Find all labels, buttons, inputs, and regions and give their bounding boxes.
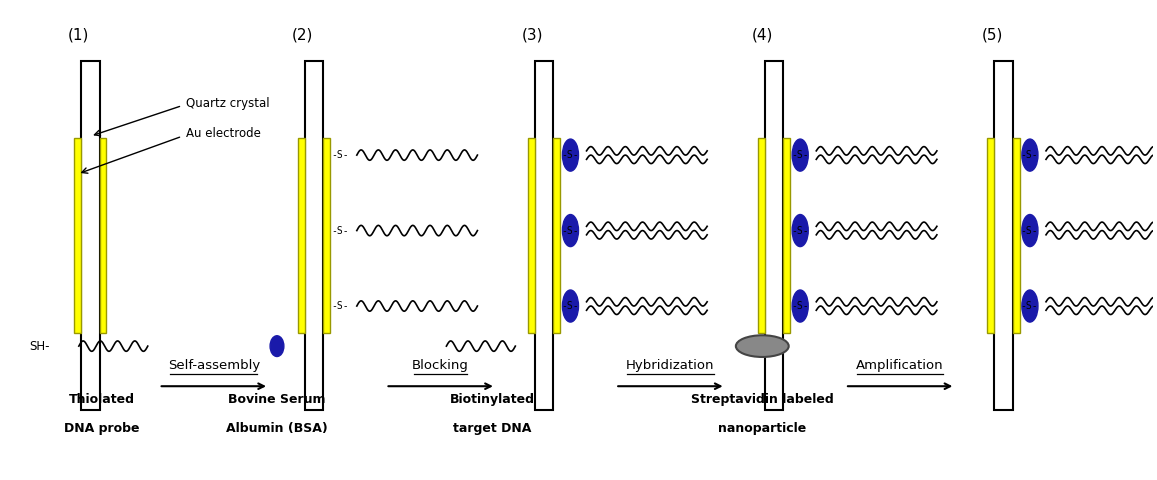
Bar: [535, 61, 553, 410]
Text: (5): (5): [981, 27, 1003, 42]
Text: (2): (2): [292, 27, 314, 42]
Text: Au electrode: Au electrode: [185, 127, 260, 140]
Bar: [100, 138, 106, 333]
Text: Thiolated: Thiolated: [68, 393, 135, 406]
Ellipse shape: [1022, 139, 1038, 171]
Text: -S-: -S-: [1020, 226, 1038, 236]
Text: -S-: -S-: [791, 301, 809, 311]
Text: -S-: -S-: [332, 226, 349, 236]
Text: Amplification: Amplification: [856, 359, 944, 372]
Text: -S-: -S-: [561, 150, 578, 160]
Text: (4): (4): [752, 27, 773, 42]
Text: Quartz crystal: Quartz crystal: [185, 96, 270, 110]
Text: target DNA: target DNA: [454, 421, 531, 434]
Text: (3): (3): [522, 27, 544, 42]
Text: SH-: SH-: [30, 340, 50, 353]
Ellipse shape: [562, 215, 578, 247]
Bar: [994, 61, 1012, 410]
Text: -S-: -S-: [791, 226, 809, 236]
Text: -S-: -S-: [561, 301, 578, 311]
Ellipse shape: [793, 215, 809, 247]
Ellipse shape: [1022, 215, 1038, 247]
Bar: [758, 138, 765, 333]
Text: nanoparticle: nanoparticle: [718, 421, 806, 434]
Text: Bovine Serum: Bovine Serum: [228, 393, 326, 406]
Bar: [305, 61, 324, 410]
Ellipse shape: [793, 139, 809, 171]
Ellipse shape: [793, 290, 809, 322]
Text: -S-: -S-: [332, 301, 349, 311]
Text: DNA probe: DNA probe: [64, 421, 140, 434]
Ellipse shape: [1022, 290, 1038, 322]
Text: Hybridization: Hybridization: [626, 359, 715, 372]
Text: (1): (1): [68, 27, 89, 42]
Bar: [783, 138, 790, 333]
Bar: [987, 138, 994, 333]
Bar: [81, 61, 100, 410]
Text: -S-: -S-: [1020, 150, 1038, 160]
Ellipse shape: [270, 336, 283, 357]
Text: Self-assembly: Self-assembly: [168, 359, 260, 372]
Bar: [74, 138, 81, 333]
Ellipse shape: [562, 290, 578, 322]
Text: Biotinylated: Biotinylated: [450, 393, 535, 406]
Text: -S-: -S-: [791, 150, 809, 160]
Bar: [299, 138, 305, 333]
Text: -S-: -S-: [332, 150, 349, 160]
Bar: [324, 138, 331, 333]
Text: -S-: -S-: [1020, 301, 1038, 311]
Bar: [528, 138, 535, 333]
Ellipse shape: [562, 139, 578, 171]
Bar: [1012, 138, 1019, 333]
Text: -S-: -S-: [561, 226, 578, 236]
Text: Streptavidin labeled: Streptavidin labeled: [691, 393, 834, 406]
Circle shape: [736, 335, 789, 357]
Text: Albumin (BSA): Albumin (BSA): [226, 421, 327, 434]
Text: Blocking: Blocking: [412, 359, 469, 372]
Bar: [765, 61, 783, 410]
Bar: [553, 138, 560, 333]
